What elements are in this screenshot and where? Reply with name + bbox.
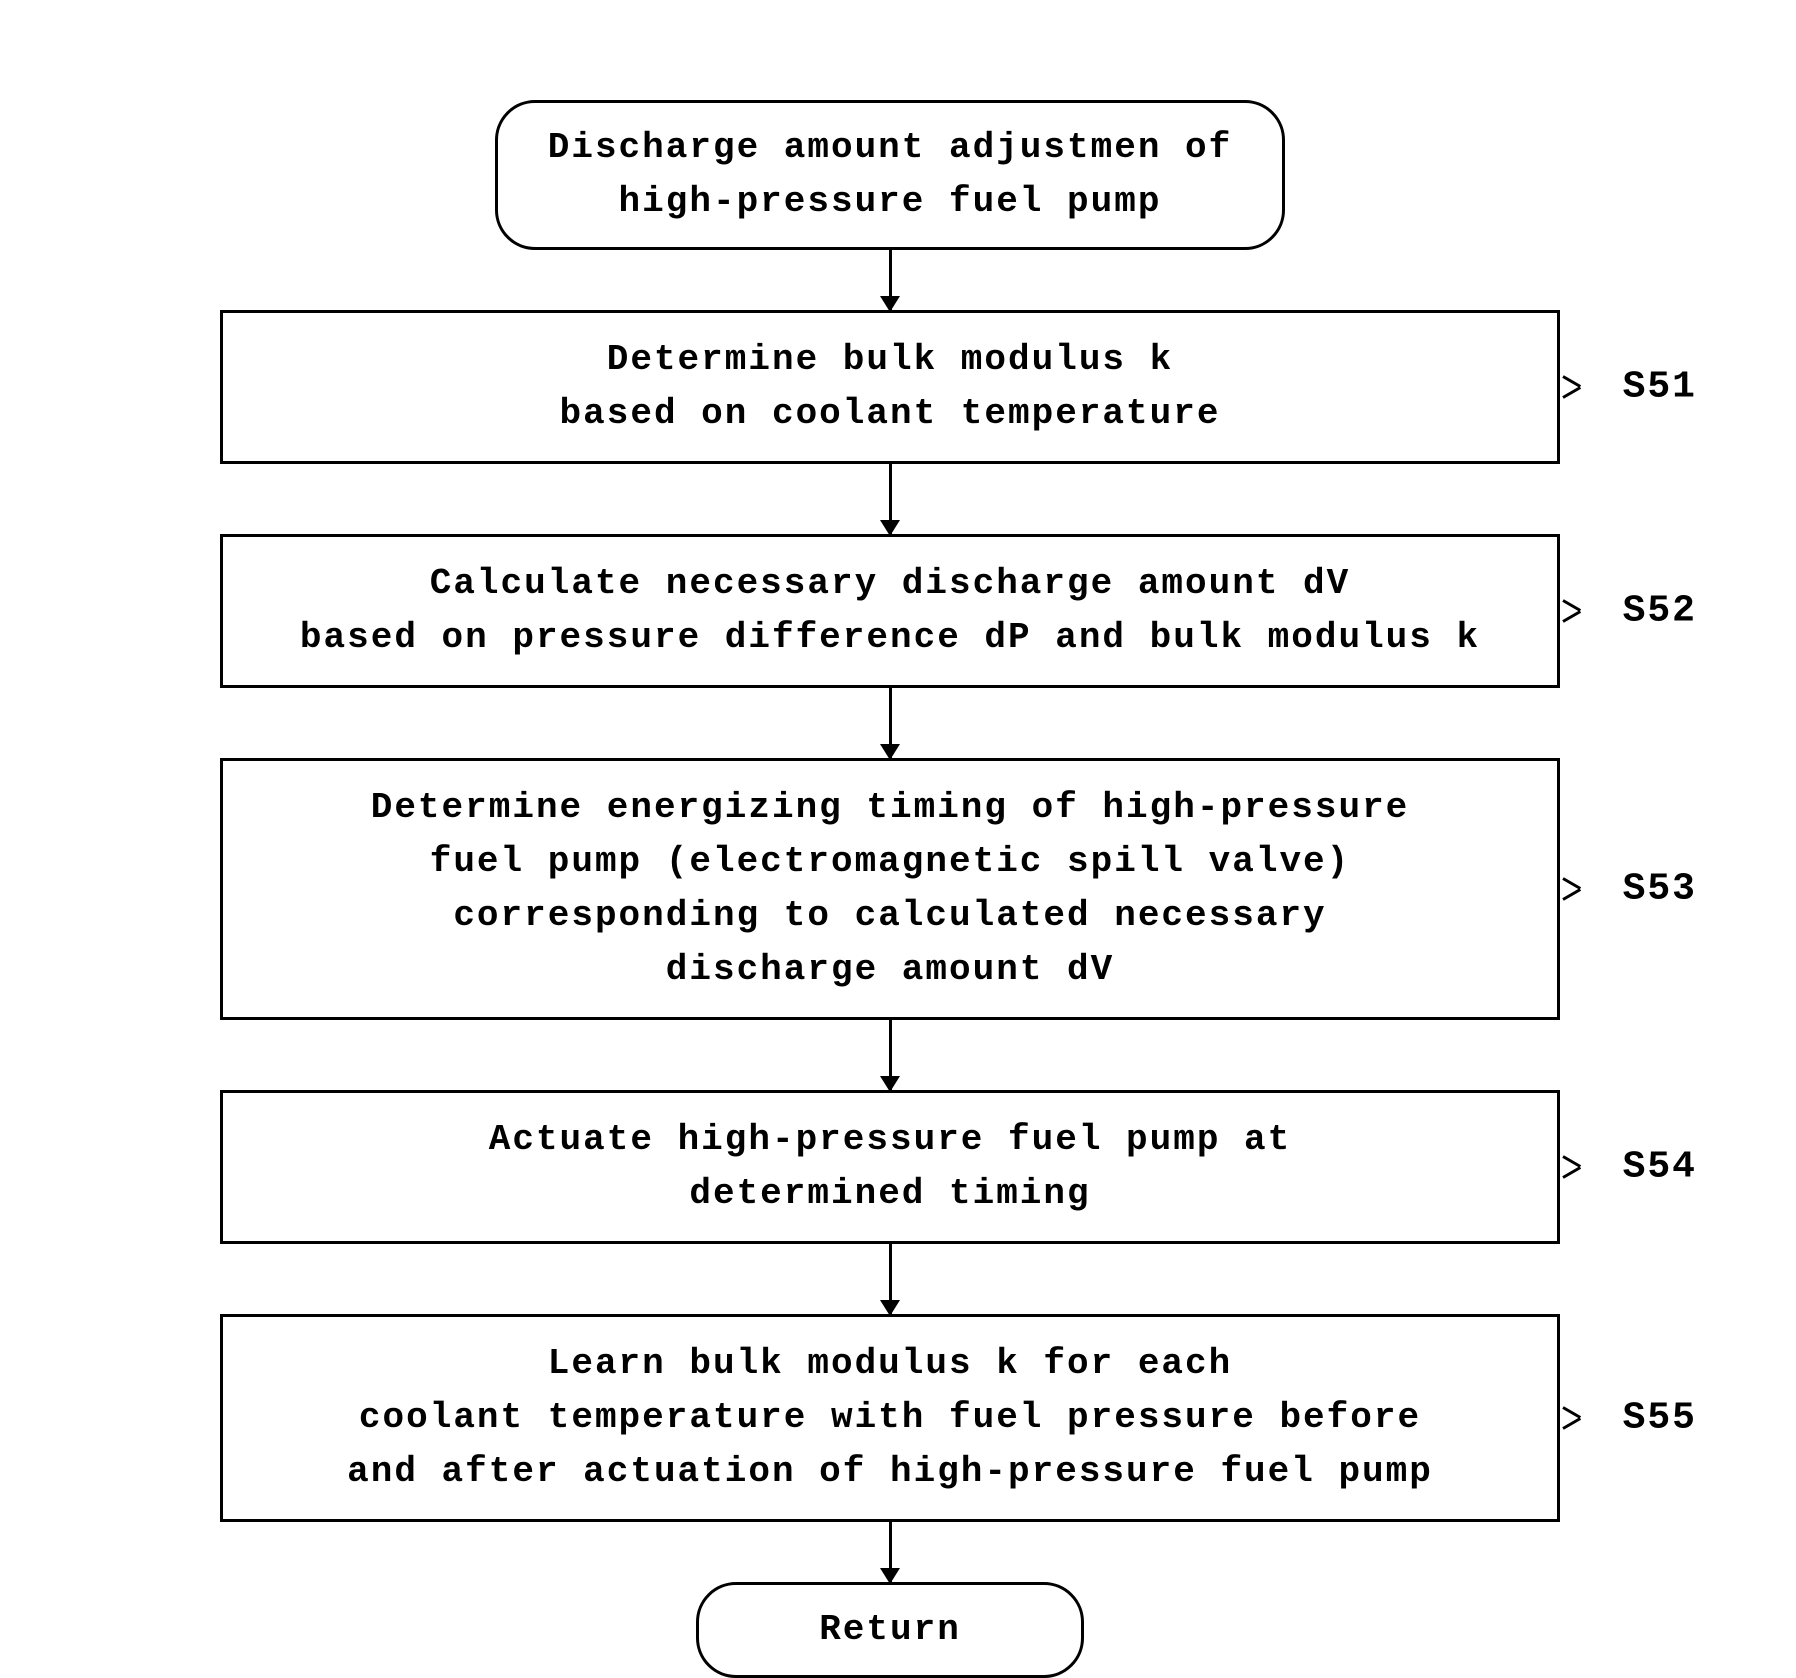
s51-row: Determine bulk modulus k based on coolan…: [140, 310, 1640, 464]
s51-label: S51: [1623, 366, 1697, 409]
s55-line-3: and after actuation of high-pressure fue…: [253, 1445, 1527, 1499]
s53-line-3: corresponding to calculated necessary: [253, 889, 1527, 943]
start-terminal: Discharge amount adjustmen of high-press…: [495, 100, 1286, 250]
arrow-1: [140, 250, 1640, 310]
arrow-3: [140, 688, 1640, 758]
start-line-1: Discharge amount adjustmen of: [548, 121, 1233, 175]
s55-line-1: Learn bulk modulus k for each: [253, 1337, 1527, 1391]
s51-line-1: Determine bulk modulus k: [253, 333, 1527, 387]
start-node-row: Discharge amount adjustmen of high-press…: [140, 100, 1640, 250]
flowchart-container: Discharge amount adjustmen of high-press…: [140, 100, 1640, 1678]
end-terminal: Return: [696, 1582, 1084, 1678]
end-line-1: Return: [819, 1603, 961, 1657]
end-node-row: Return: [140, 1582, 1640, 1678]
process-s52: Calculate necessary discharge amount dV …: [220, 534, 1560, 688]
s52-line-1: Calculate necessary discharge amount dV: [253, 557, 1527, 611]
process-s54: Actuate high-pressure fuel pump at deter…: [220, 1090, 1560, 1244]
s53-line-4: discharge amount dV: [253, 943, 1527, 997]
s52-row: Calculate necessary discharge amount dV …: [140, 534, 1640, 688]
s55-label: S55: [1623, 1397, 1697, 1440]
s55-row: Learn bulk modulus k for each coolant te…: [140, 1314, 1640, 1522]
s54-line-2: determined timing: [253, 1167, 1527, 1221]
s54-connector: [1563, 1155, 1587, 1179]
s55-connector: [1563, 1406, 1587, 1430]
s53-label: S53: [1623, 868, 1697, 911]
s53-line-1: Determine energizing timing of high-pres…: [253, 781, 1527, 835]
s53-row: Determine energizing timing of high-pres…: [140, 758, 1640, 1020]
s51-connector: [1563, 375, 1587, 399]
s55-line-2: coolant temperature with fuel pressure b…: [253, 1391, 1527, 1445]
arrow-5: [140, 1244, 1640, 1314]
s51-line-2: based on coolant temperature: [253, 387, 1527, 441]
s52-line-2: based on pressure difference dP and bulk…: [253, 611, 1527, 665]
start-line-2: high-pressure fuel pump: [548, 175, 1233, 229]
arrow-2: [140, 464, 1640, 534]
s54-label: S54: [1623, 1146, 1697, 1189]
process-s53: Determine energizing timing of high-pres…: [220, 758, 1560, 1020]
process-s55: Learn bulk modulus k for each coolant te…: [220, 1314, 1560, 1522]
arrow-6: [140, 1522, 1640, 1582]
arrow-4: [140, 1020, 1640, 1090]
s53-line-2: fuel pump (electromagnetic spill valve): [253, 835, 1527, 889]
s52-connector: [1563, 599, 1587, 623]
s53-connector: [1563, 877, 1587, 901]
s54-row: Actuate high-pressure fuel pump at deter…: [140, 1090, 1640, 1244]
s54-line-1: Actuate high-pressure fuel pump at: [253, 1113, 1527, 1167]
s52-label: S52: [1623, 590, 1697, 633]
process-s51: Determine bulk modulus k based on coolan…: [220, 310, 1560, 464]
